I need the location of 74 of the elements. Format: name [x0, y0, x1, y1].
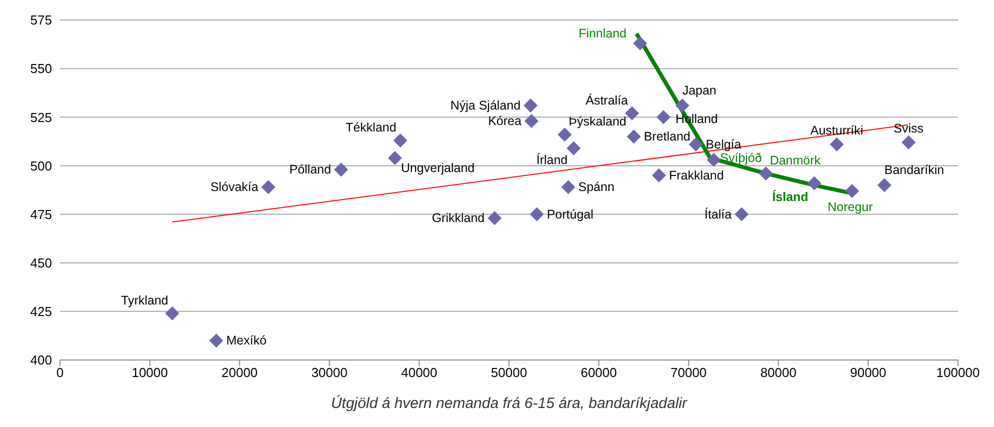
point	[524, 98, 538, 112]
point	[561, 180, 576, 194]
data-label: Slóvakía	[210, 180, 258, 194]
x-tick-label: 0	[56, 365, 64, 380]
point	[530, 207, 544, 222]
point	[524, 114, 538, 128]
x-tick-label: 60000	[580, 365, 617, 380]
y-tick-label: 400	[30, 352, 52, 368]
point	[393, 133, 408, 148]
point	[807, 176, 822, 190]
point	[626, 130, 641, 144]
x-tick-label: 90000	[850, 365, 886, 380]
data-label: Ástralía	[586, 93, 628, 108]
data-label: Bretland	[644, 130, 690, 144]
data-label: Írland	[536, 153, 568, 168]
data-label: Nýja Sjáland	[450, 98, 521, 112]
data-label: Grikkland	[432, 211, 485, 226]
point	[656, 110, 670, 124]
x-tick-label: 30000	[311, 365, 348, 380]
data-label: Þýskaland	[568, 114, 626, 129]
point	[388, 150, 402, 165]
y-tick-label: 475	[30, 206, 52, 222]
data-label: Ísland	[772, 189, 808, 204]
point	[652, 168, 666, 182]
point	[566, 141, 581, 156]
point	[830, 137, 844, 152]
point	[902, 135, 916, 150]
point	[877, 178, 892, 192]
data-label: Tékkland	[346, 120, 396, 134]
data-label: Frakkland	[668, 168, 724, 182]
y-tick-label: 525	[30, 110, 52, 125]
point	[845, 184, 860, 198]
x-tick-label: 20000	[222, 365, 258, 380]
data-label: Tyrkland	[121, 293, 168, 308]
x-axis-title: Útgjöld á hvern nemanda frá 6-15 ára, bandaríkjadalir	[330, 394, 688, 412]
data-label: Austurríki	[810, 123, 864, 138]
data-label: Kórea	[488, 114, 522, 128]
x-tick-label: 50000	[490, 365, 528, 380]
data-label: Noregur	[828, 200, 873, 214]
data-label: Pólland	[289, 162, 332, 177]
point	[625, 106, 640, 120]
y-tick-label: 425	[30, 304, 52, 320]
data-label: Belgía	[706, 137, 742, 152]
y-tick-label: 500	[30, 158, 52, 174]
x-tick-label: 70000	[670, 365, 707, 380]
point	[334, 162, 348, 177]
point	[488, 211, 502, 226]
point	[558, 128, 572, 142]
x-tick-label: 10000	[132, 365, 168, 380]
data-label: Japan	[682, 83, 716, 98]
x-tick-label: 40000	[401, 365, 438, 380]
point	[734, 207, 749, 222]
x-tick-label: 80000	[760, 365, 796, 380]
data-label: Danmörk	[770, 153, 822, 168]
data-label: Ungverjaland	[400, 160, 475, 175]
point	[261, 180, 276, 194]
data-label: Ítalía	[704, 207, 732, 222]
point	[758, 166, 773, 180]
point	[165, 306, 180, 320]
y-tick-label: 450	[30, 255, 52, 270]
point	[675, 98, 690, 112]
point	[209, 334, 224, 348]
y-tick-label: 550	[30, 61, 52, 76]
data-label: Finnland	[578, 26, 627, 41]
x-tick-label: 100000	[936, 365, 980, 380]
point	[706, 152, 721, 167]
data-label: Bandaríkin	[884, 163, 944, 178]
data-label: Spánn	[578, 180, 614, 194]
point	[633, 36, 648, 50]
data-label: Portúgal	[546, 207, 594, 222]
data-label: Sviss	[894, 121, 924, 136]
point	[688, 137, 703, 152]
y-tick-label: 575	[30, 12, 52, 28]
data-label: Mexíkó	[226, 334, 267, 348]
